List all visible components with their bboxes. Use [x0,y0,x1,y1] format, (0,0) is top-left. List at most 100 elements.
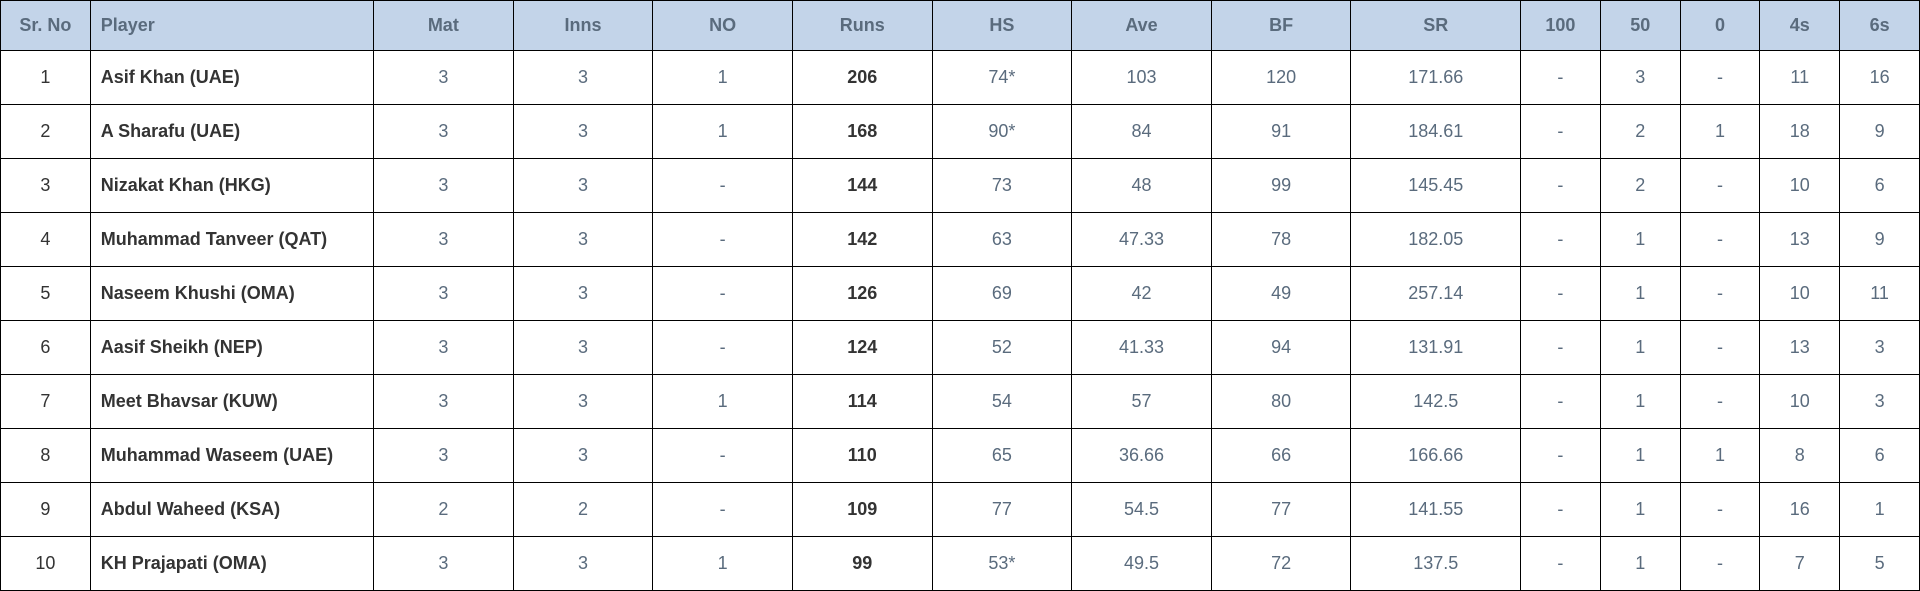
cell-c4s: 11 [1760,51,1840,105]
cell-c50: 1 [1600,429,1680,483]
cell-c6s: 9 [1840,213,1920,267]
cell-inns: 3 [513,51,653,105]
cell-c50: 1 [1600,483,1680,537]
cell-inns: 3 [513,429,653,483]
col-header-sr: SR [1351,1,1521,51]
cell-runs: 114 [792,375,932,429]
cell-c6s: 5 [1840,537,1920,591]
cell-mat: 3 [374,375,514,429]
cell-c4s: 18 [1760,105,1840,159]
cell-srno: 9 [1,483,91,537]
cell-player: Asif Khan (UAE) [90,51,373,105]
cell-bf: 80 [1211,375,1351,429]
cell-c4s: 16 [1760,483,1840,537]
cell-hs: 65 [932,429,1072,483]
cell-runs: 168 [792,105,932,159]
cell-c4s: 10 [1760,375,1840,429]
cell-c6s: 3 [1840,321,1920,375]
cell-c100: - [1521,159,1601,213]
cell-runs: 144 [792,159,932,213]
cell-c100: - [1521,51,1601,105]
table-row: 6Aasif Sheikh (NEP)33-1245241.3394131.91… [1,321,1920,375]
col-header-runs: Runs [792,1,932,51]
col-header-no: NO [653,1,793,51]
cell-ave: 41.33 [1072,321,1212,375]
cell-player: Muhammad Waseem (UAE) [90,429,373,483]
cell-c50: 2 [1600,105,1680,159]
cell-mat: 3 [374,537,514,591]
cell-c100: - [1521,483,1601,537]
cell-c100: - [1521,429,1601,483]
cell-c50: 1 [1600,213,1680,267]
cell-srno: 4 [1,213,91,267]
cell-hs: 73 [932,159,1072,213]
table-row: 7Meet Bhavsar (KUW)331114545780142.5-1-1… [1,375,1920,429]
cell-bf: 49 [1211,267,1351,321]
cell-ave: 42 [1072,267,1212,321]
cell-sr: 257.14 [1351,267,1521,321]
cell-c6s: 6 [1840,429,1920,483]
cell-sr: 142.5 [1351,375,1521,429]
cell-mat: 3 [374,51,514,105]
cell-c6s: 3 [1840,375,1920,429]
cell-ave: 103 [1072,51,1212,105]
cell-mat: 3 [374,105,514,159]
cell-c4s: 10 [1760,159,1840,213]
cell-srno: 6 [1,321,91,375]
cell-c100: - [1521,537,1601,591]
cell-hs: 53* [932,537,1072,591]
cell-player: KH Prajapati (OMA) [90,537,373,591]
table-row: 1Asif Khan (UAE)33120674*103120171.66-3-… [1,51,1920,105]
col-header-hs: HS [932,1,1072,51]
cell-c4s: 10 [1760,267,1840,321]
cell-mat: 3 [374,213,514,267]
col-header-0: 0 [1680,1,1760,51]
col-header-player: Player [90,1,373,51]
cell-runs: 110 [792,429,932,483]
cell-c50: 1 [1600,267,1680,321]
cell-c4s: 7 [1760,537,1840,591]
cell-hs: 74* [932,51,1072,105]
cell-inns: 2 [513,483,653,537]
cell-hs: 69 [932,267,1072,321]
cell-no: - [653,429,793,483]
cell-c0: - [1680,267,1760,321]
cell-c100: - [1521,105,1601,159]
cell-hs: 63 [932,213,1072,267]
cell-sr: 141.55 [1351,483,1521,537]
cell-sr: 145.45 [1351,159,1521,213]
cell-player: Nizakat Khan (HKG) [90,159,373,213]
table-row: 5Naseem Khushi (OMA)33-126694249257.14-1… [1,267,1920,321]
col-header-6s: 6s [1840,1,1920,51]
cell-c0: - [1680,483,1760,537]
cell-srno: 8 [1,429,91,483]
col-header-bf: BF [1211,1,1351,51]
col-header-50: 50 [1600,1,1680,51]
cell-c0: - [1680,321,1760,375]
cell-c50: 3 [1600,51,1680,105]
col-header-4s: 4s [1760,1,1840,51]
cell-no: 1 [653,537,793,591]
cell-no: - [653,483,793,537]
cell-c100: - [1521,267,1601,321]
col-header-mat: Mat [374,1,514,51]
cell-c0: - [1680,159,1760,213]
cell-mat: 3 [374,321,514,375]
cell-player: Muhammad Tanveer (QAT) [90,213,373,267]
cell-no: 1 [653,105,793,159]
cell-player: Aasif Sheikh (NEP) [90,321,373,375]
cell-sr: 184.61 [1351,105,1521,159]
cell-c6s: 6 [1840,159,1920,213]
table-row: 4Muhammad Tanveer (QAT)33-1426347.337818… [1,213,1920,267]
cell-runs: 142 [792,213,932,267]
cell-sr: 137.5 [1351,537,1521,591]
stats-table: Sr. No Player Mat Inns NO Runs HS Ave BF… [0,0,1920,591]
cell-no: - [653,321,793,375]
cell-runs: 99 [792,537,932,591]
cell-ave: 36.66 [1072,429,1212,483]
cell-mat: 3 [374,429,514,483]
cell-mat: 3 [374,159,514,213]
cell-no: 1 [653,51,793,105]
cell-player: A Sharafu (UAE) [90,105,373,159]
cell-inns: 3 [513,375,653,429]
